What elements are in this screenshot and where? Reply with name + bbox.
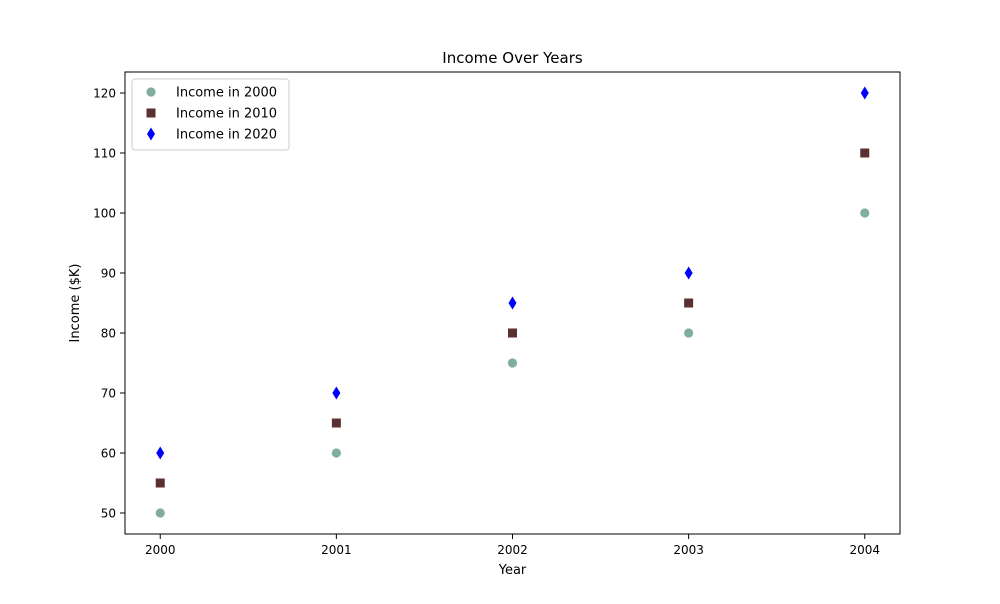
y-tick-label: 60 (101, 447, 116, 461)
y-axis-label: Income ($K) (68, 264, 83, 343)
y-tick-label: 50 (101, 507, 116, 521)
data-point (684, 328, 694, 338)
legend: Income in 2000 Income in 2010 Income in 20… (131, 78, 290, 151)
x-axis: 2000 2001 2002 2003 2004 (145, 534, 880, 557)
data-point (860, 86, 869, 100)
legend-label: Income in 2010 (176, 107, 277, 122)
data-point (155, 478, 165, 488)
data-point (332, 386, 341, 400)
y-tick-label: 110 (93, 147, 116, 161)
data-point (684, 298, 694, 308)
legend-marker (146, 87, 156, 97)
y-tick-label: 120 (93, 87, 116, 101)
data-point (860, 208, 870, 218)
x-tick-label: 2001 (321, 543, 352, 557)
y-tick-label: 90 (101, 267, 116, 281)
data-point (684, 266, 693, 280)
legend-label: Income in 2020 (176, 128, 277, 143)
legend-label: Income in 2000 (176, 86, 277, 101)
data-point (156, 446, 165, 460)
data-point (508, 296, 517, 310)
x-tick-label: 2002 (497, 543, 528, 557)
x-axis-label: Year (498, 563, 527, 578)
y-tick-label: 80 (101, 327, 116, 341)
legend-box (131, 78, 290, 151)
data-point (155, 508, 165, 518)
x-tick-label: 2004 (849, 543, 880, 557)
x-tick-label: 2000 (145, 543, 176, 557)
legend-marker (147, 127, 155, 141)
data-point (507, 358, 518, 368)
y-axis: 50 60 70 80 90 100 110 120 (93, 87, 125, 521)
data-point (331, 448, 341, 458)
data-point (508, 328, 517, 338)
y-tick-label: 100 (93, 207, 116, 221)
data-markers (155, 86, 870, 518)
legend-marker (146, 108, 156, 118)
data-point (860, 148, 870, 158)
data-point (331, 418, 341, 428)
x-tick-label: 2003 (673, 543, 704, 557)
chart-title: Income Over Years (442, 49, 583, 67)
y-tick-label: 70 (101, 387, 116, 401)
